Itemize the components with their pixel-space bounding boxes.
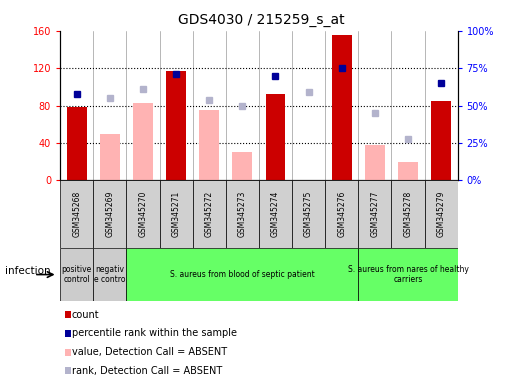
- Bar: [332, 35, 351, 180]
- Bar: [133, 103, 153, 180]
- Text: infection: infection: [5, 266, 51, 276]
- Bar: [160, 180, 192, 248]
- Bar: [166, 71, 186, 180]
- Text: GSM345268: GSM345268: [72, 191, 81, 237]
- Text: GSM345275: GSM345275: [304, 191, 313, 237]
- Bar: [266, 94, 286, 180]
- Text: GSM345274: GSM345274: [271, 191, 280, 237]
- Bar: [398, 162, 418, 180]
- Bar: [100, 134, 120, 180]
- Bar: [391, 180, 425, 248]
- Bar: [127, 180, 160, 248]
- Text: positive
control: positive control: [62, 265, 92, 284]
- Bar: [292, 180, 325, 248]
- Bar: [431, 101, 451, 180]
- Bar: [358, 248, 458, 301]
- Text: GSM345269: GSM345269: [105, 191, 115, 237]
- Text: GSM345278: GSM345278: [403, 191, 413, 237]
- Bar: [93, 180, 127, 248]
- Bar: [127, 248, 358, 301]
- Text: GSM345276: GSM345276: [337, 191, 346, 237]
- Bar: [425, 180, 458, 248]
- Text: GSM345273: GSM345273: [238, 191, 247, 237]
- Bar: [199, 110, 219, 180]
- Bar: [232, 152, 252, 180]
- Text: GSM345277: GSM345277: [370, 191, 379, 237]
- Text: GSM345271: GSM345271: [172, 191, 180, 237]
- Bar: [192, 180, 226, 248]
- Bar: [365, 145, 385, 180]
- Bar: [60, 180, 93, 248]
- Text: GDS4030 / 215259_s_at: GDS4030 / 215259_s_at: [178, 13, 345, 27]
- Bar: [93, 248, 127, 301]
- Text: percentile rank within the sample: percentile rank within the sample: [72, 328, 237, 338]
- Bar: [60, 248, 93, 301]
- Bar: [259, 180, 292, 248]
- Text: rank, Detection Call = ABSENT: rank, Detection Call = ABSENT: [72, 366, 222, 376]
- Text: S. aureus from nares of healthy
carriers: S. aureus from nares of healthy carriers: [347, 265, 469, 284]
- Text: GSM345279: GSM345279: [437, 191, 446, 237]
- Text: count: count: [72, 310, 99, 319]
- Text: negativ
e contro: negativ e contro: [94, 265, 126, 284]
- Bar: [358, 180, 391, 248]
- Bar: [67, 108, 87, 180]
- Bar: [226, 180, 259, 248]
- Text: value, Detection Call = ABSENT: value, Detection Call = ABSENT: [72, 347, 227, 357]
- Text: S. aureus from blood of septic patient: S. aureus from blood of septic patient: [170, 270, 315, 279]
- Text: GSM345270: GSM345270: [139, 191, 147, 237]
- Bar: [325, 180, 358, 248]
- Text: GSM345272: GSM345272: [204, 191, 214, 237]
